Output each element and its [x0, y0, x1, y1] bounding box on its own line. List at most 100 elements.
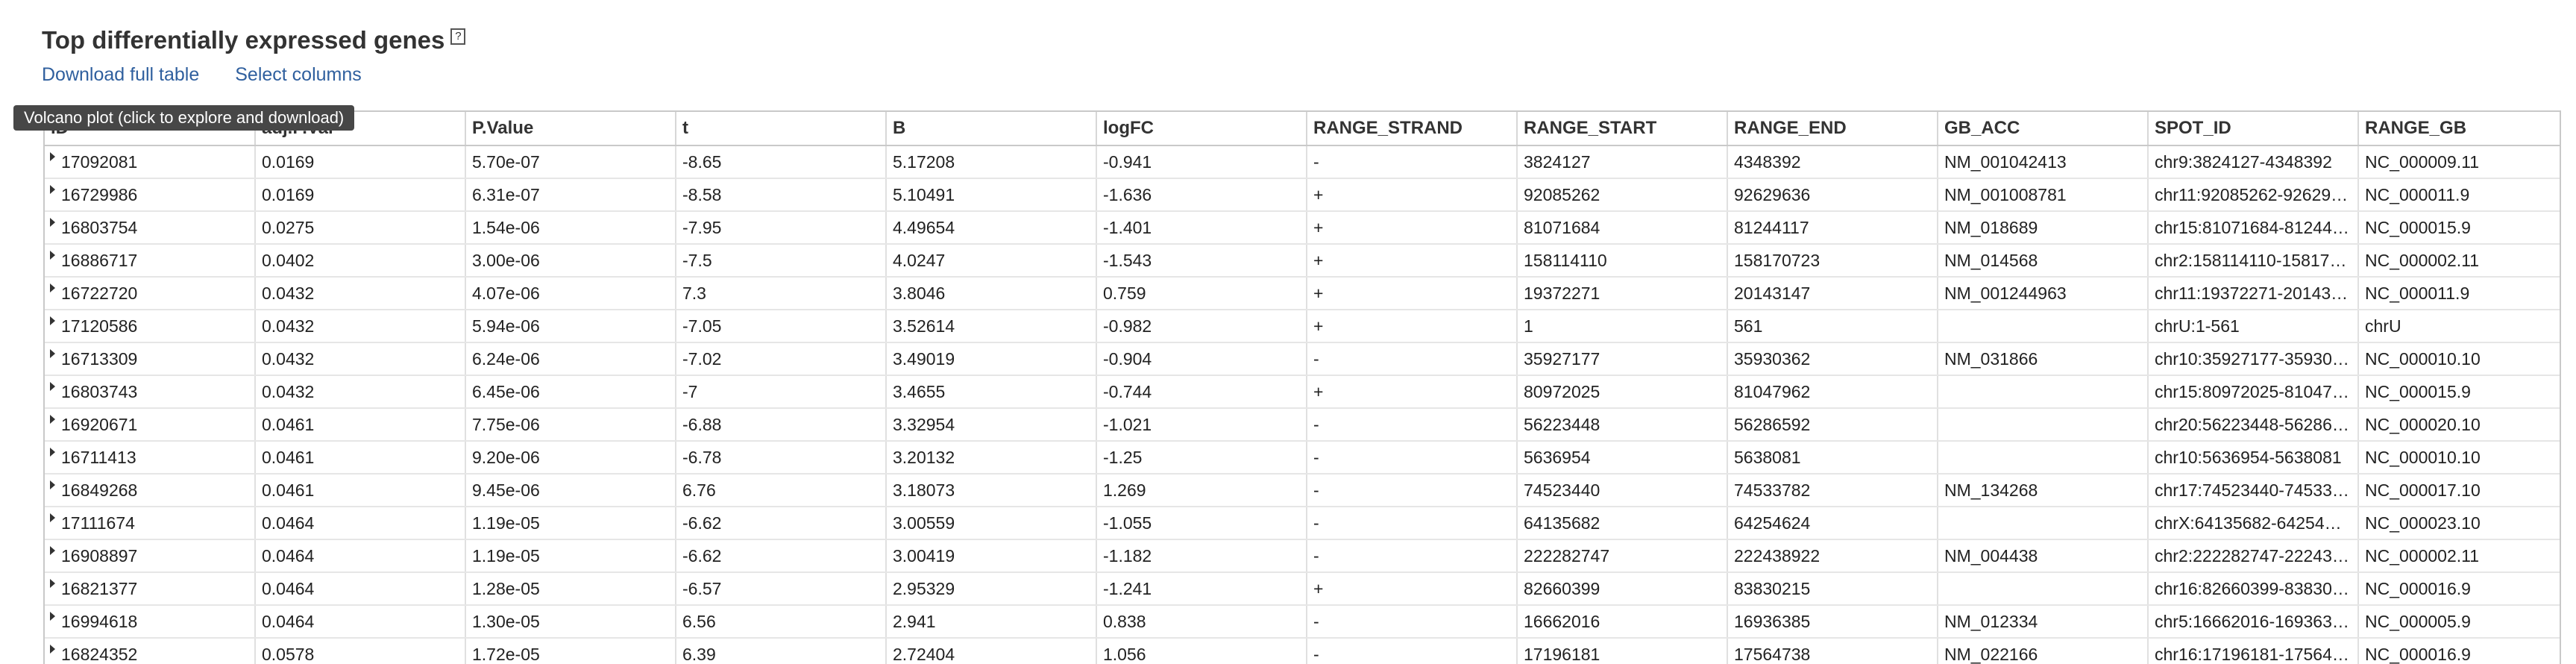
table-actions: Download full table Select columns [42, 64, 362, 86]
table-cell: 2.941 [886, 605, 1097, 639]
table-cell: 158114110 [1517, 244, 1728, 278]
table-cell: 3.18073 [886, 474, 1097, 507]
table-cell: NC_000005.9 [2358, 605, 2560, 639]
table-cell: 64135682 [1517, 507, 1728, 540]
table-cell: 74523440 [1517, 474, 1728, 507]
cell-text: 16908897 [61, 545, 138, 566]
table-cell: 0.0464 [255, 605, 466, 639]
expand-row-icon[interactable] [50, 251, 55, 260]
table-cell: 3.00559 [886, 507, 1097, 540]
table-cell: 0.0464 [255, 572, 466, 606]
column-header[interactable]: RANGE_GB [2358, 112, 2560, 146]
table-cell: 17564738 [1727, 638, 1938, 664]
gene-id-cell: 16824352 [45, 638, 256, 664]
expand-row-icon[interactable] [50, 218, 55, 227]
table-cell: -1.241 [1096, 572, 1307, 606]
table-cell: 3.00419 [886, 539, 1097, 573]
table-cell: 1.28e-05 [465, 572, 676, 606]
table-row: 16908897 0.0464 1.19e-05 -6.62 3.00419 -1.182… [45, 539, 2560, 573]
table-cell: 0.0464 [255, 539, 466, 573]
table-cell: + [1307, 310, 1518, 343]
table-cell: 1.54e-06 [465, 211, 676, 245]
table-cell: NM_031866 [1938, 342, 2149, 376]
table-cell: chr11:92085262-92629… [2148, 178, 2359, 212]
expand-row-icon[interactable] [50, 579, 55, 588]
table-cell: NM_001008781 [1938, 178, 2149, 212]
section-header: Top differentially expressed genes ? [42, 24, 466, 57]
table-cell: 3.49019 [886, 342, 1097, 376]
expand-row-icon[interactable] [50, 316, 55, 325]
table-cell: - [1307, 507, 1518, 540]
expand-row-icon[interactable] [50, 546, 55, 555]
cell-text: 16713309 [61, 348, 138, 369]
table-cell: 0.0275 [255, 211, 466, 245]
table-cell: 1.19e-05 [465, 507, 676, 540]
column-header[interactable]: RANGE_STRAND [1307, 112, 1518, 146]
gene-id-cell: 16908897 [45, 539, 256, 573]
expand-row-icon[interactable] [50, 513, 55, 522]
column-header[interactable]: SPOT_ID [2148, 112, 2359, 146]
table-cell: -1.401 [1096, 211, 1307, 245]
table-cell: 6.56 [676, 605, 887, 639]
expand-row-icon[interactable] [50, 612, 55, 621]
table-cell: 1.269 [1096, 474, 1307, 507]
table-cell: NC_000015.9 [2358, 375, 2560, 409]
table-cell: 0.0464 [255, 507, 466, 540]
expand-row-icon[interactable] [50, 382, 55, 391]
table-cell: -1.25 [1096, 441, 1307, 474]
table-cell: 82660399 [1517, 572, 1728, 606]
column-header[interactable]: B [886, 112, 1097, 146]
column-header[interactable]: RANGE_END [1727, 112, 1938, 146]
table-cell: -6.78 [676, 441, 887, 474]
column-header[interactable]: GB_ACC [1938, 112, 2149, 146]
expand-row-icon[interactable] [50, 645, 55, 654]
table-cell: chr15:80972025-81047… [2148, 375, 2359, 409]
column-header[interactable]: logFC [1096, 112, 1307, 146]
table-cell: chr2:222282747-22243… [2148, 539, 2359, 573]
table-cell: 81244117 [1727, 211, 1938, 245]
expand-row-icon[interactable] [50, 152, 55, 161]
expand-row-icon[interactable] [50, 284, 55, 292]
column-header[interactable]: RANGE_START [1517, 112, 1728, 146]
volcano-plot-tooltip: Volcano plot (click to explore and downl… [13, 105, 355, 131]
table-cell: 0.0432 [255, 277, 466, 310]
expand-row-icon[interactable] [50, 480, 55, 489]
table-cell: 1.056 [1096, 638, 1307, 664]
gene-id-cell: 16886717 [45, 244, 256, 278]
table-cell: -0.941 [1096, 145, 1307, 179]
column-header[interactable]: t [676, 112, 887, 146]
download-full-table-link[interactable]: Download full table [42, 64, 200, 85]
table-cell: 5.10491 [886, 178, 1097, 212]
table-cell: 0.0461 [255, 441, 466, 474]
table-cell: 6.45e-06 [465, 375, 676, 409]
table-cell: 2.72404 [886, 638, 1097, 664]
table-cell: -6.57 [676, 572, 887, 606]
table-cell: 9.45e-06 [465, 474, 676, 507]
table-cell: 0.838 [1096, 605, 1307, 639]
table-cell: 5.70e-07 [465, 145, 676, 179]
table-cell: 17196181 [1517, 638, 1728, 664]
table-cell: -7.05 [676, 310, 887, 343]
cell-text: 17111674 [61, 513, 135, 533]
table-cell: 4.49654 [886, 211, 1097, 245]
table-cell: 0.0169 [255, 145, 466, 179]
table-cell: 222282747 [1517, 539, 1728, 573]
cell-text: 16994618 [61, 611, 138, 631]
table-cell: - [1307, 539, 1518, 573]
column-header[interactable]: P.Value [465, 112, 676, 146]
table-cell: 1.72e-05 [465, 638, 676, 664]
table-cell: - [1307, 605, 1518, 639]
select-columns-link[interactable]: Select columns [235, 64, 362, 85]
gene-id-cell: 16803754 [45, 211, 256, 245]
expand-row-icon[interactable] [50, 349, 55, 358]
expand-row-icon[interactable] [50, 448, 55, 457]
expand-row-icon[interactable] [50, 415, 55, 424]
table-cell: 81071684 [1517, 211, 1728, 245]
table-row: 16920671 0.0461 7.75e-06 -6.88 3.32954 -1.021… [45, 408, 2560, 442]
table-cell [1938, 507, 2149, 540]
help-icon[interactable]: ? [450, 28, 466, 45]
table-cell: 4.07e-06 [465, 277, 676, 310]
table-cell: chr2:158114110-15817… [2148, 244, 2359, 278]
expand-row-icon[interactable] [50, 185, 55, 194]
table-cell: 6.39 [676, 638, 887, 664]
